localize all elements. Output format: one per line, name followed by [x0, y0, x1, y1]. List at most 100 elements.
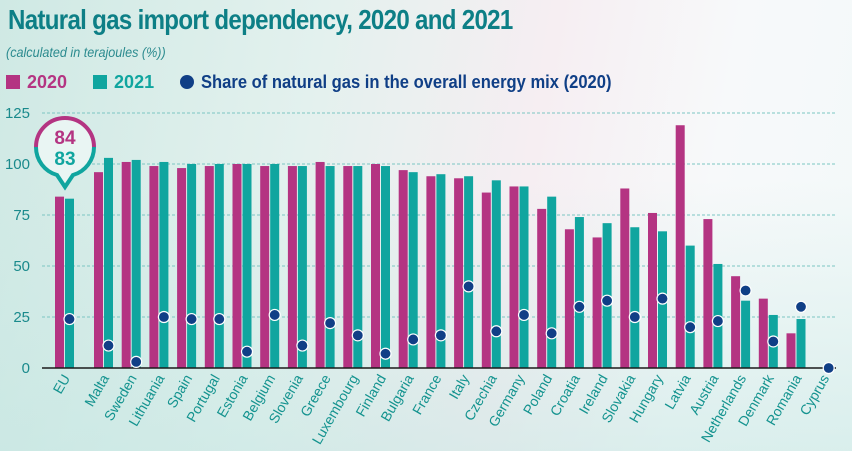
legend: 2020 2021 Share of natural gas in the ov…: [6, 70, 673, 94]
share-dot: [822, 361, 835, 375]
share-dot: [324, 317, 337, 330]
bar-2020: [592, 237, 602, 368]
share-dot: [296, 339, 309, 352]
share-dot: [545, 327, 558, 340]
share-dot: [379, 347, 392, 360]
share-dot: [794, 300, 808, 313]
share-dot: [102, 339, 115, 352]
share-dot: [739, 284, 752, 297]
share-dot: [628, 310, 641, 324]
bar-2020: [287, 166, 297, 368]
bar-2020: [648, 212, 657, 368]
bar-2021: [353, 166, 363, 368]
bar-2021: [242, 164, 252, 368]
share-dot: [600, 294, 614, 307]
bar-2020: [731, 276, 741, 368]
share-dot: [185, 312, 198, 326]
callout-value-2021: 83: [54, 149, 75, 170]
x-tick-label: Italy: [445, 372, 472, 402]
bar-2020: [371, 164, 380, 368]
y-tick-label: 100: [5, 156, 30, 173]
bar-2020: [509, 186, 519, 368]
callout-outline-2021: [33, 146, 97, 191]
bar-2021: [796, 319, 806, 368]
y-tick-label: 25: [13, 309, 30, 326]
share-dot: [767, 335, 780, 348]
legend-label-2020: 2020: [27, 71, 68, 92]
share-dots: [63, 280, 835, 375]
share-dot: [711, 314, 725, 328]
share-dot: [268, 308, 281, 322]
bar-2021: [159, 161, 169, 368]
y-axis: 0 25 50 75 100 125: [5, 105, 30, 377]
bar-2021: [408, 172, 418, 368]
share-dot: [63, 312, 76, 326]
share-dot: [434, 329, 447, 342]
share-dot: [490, 325, 503, 338]
bar-2020: [55, 196, 64, 368]
bar-2020: [703, 219, 713, 368]
bar-2021: [131, 159, 141, 368]
legend-dot-share: [180, 75, 195, 89]
x-axis: EU MaltaSwedenLithuaniaSpainPortugalEston…: [50, 371, 833, 447]
bar-2021: [519, 186, 529, 368]
bar-2021: [187, 164, 197, 368]
share-dot: [684, 321, 697, 334]
bar-2020: [564, 229, 574, 368]
bar-2021: [491, 180, 501, 368]
chart-subtitle: (calculated in terajoules (%)): [6, 44, 166, 60]
share-dot: [517, 308, 531, 322]
bar-2021: [436, 174, 446, 368]
bar-2021: [685, 245, 695, 368]
bar-2020: [260, 166, 270, 368]
bar-2021: [104, 157, 113, 368]
callout-arc-2021: [35, 118, 95, 187]
share-dot: [656, 292, 669, 305]
bar-2020: [426, 176, 436, 368]
bar-2020: [620, 188, 630, 368]
legend-item-2020: 2020: [6, 72, 67, 93]
legend-label-share: Share of natural gas in the overall ener…: [201, 71, 612, 92]
share-dot: [407, 333, 420, 346]
bar-2020: [481, 192, 491, 368]
bar-2020: [758, 298, 768, 368]
bar-2021: [381, 166, 390, 368]
legend-item-2021: 2021: [93, 72, 154, 93]
y-tick-label: 75: [13, 207, 30, 224]
bar-2020: [675, 125, 685, 369]
share-dot: [157, 310, 170, 324]
bar-2021: [630, 227, 640, 368]
bar-2021: [464, 176, 474, 368]
y-tick-label: 50: [13, 258, 30, 275]
bar-2020: [94, 172, 103, 368]
callout-value-2020: 84: [54, 128, 76, 149]
eu-callout: 84 83: [33, 116, 97, 191]
bar-2020: [454, 178, 464, 368]
share-dot: [130, 355, 143, 368]
bar-2021: [741, 300, 751, 368]
bar-2020: [149, 166, 159, 368]
bar-2020: [121, 161, 131, 368]
bar-2020: [786, 333, 796, 368]
share-dot: [240, 345, 254, 358]
legend-swatch-2021: [93, 75, 108, 89]
bar-2021: [65, 198, 74, 368]
bar-2021: [574, 217, 584, 368]
bar-2021: [547, 196, 557, 368]
legend-item-share: Share of natural gas in the overall ener…: [180, 72, 647, 93]
bar-2020: [343, 166, 353, 368]
bar-2020: [204, 166, 214, 368]
bar-2020: [232, 164, 242, 368]
bar-2020: [177, 168, 187, 368]
bar-2020: [398, 170, 408, 368]
bar-2021: [270, 164, 280, 368]
legend-label-2021: 2021: [114, 71, 155, 92]
chart-title: Natural gas import dependency, 2020 and …: [8, 4, 513, 35]
share-dot: [462, 280, 475, 293]
bar-2020: [315, 161, 325, 368]
y-tick-label: 0: [22, 360, 30, 377]
share-dot: [351, 329, 364, 342]
bar-2021: [297, 166, 307, 368]
share-dot: [213, 312, 226, 326]
